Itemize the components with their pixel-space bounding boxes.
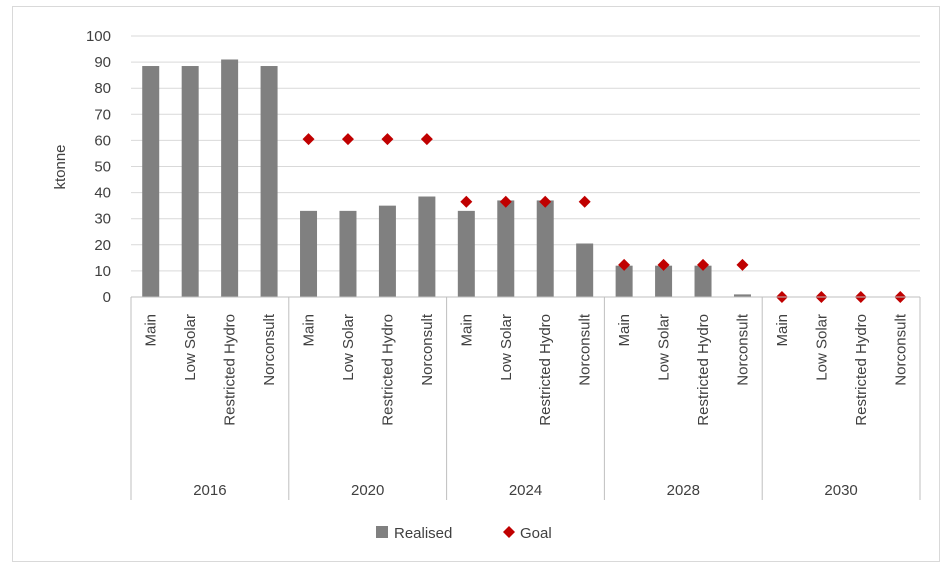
goal-marker — [381, 133, 394, 146]
x-category-label: Norconsult — [419, 313, 436, 386]
x-category-label: Main — [774, 314, 791, 347]
y-tick-label: 90 — [94, 54, 111, 71]
x-category-labels: Main Low Solar Restricted Hydro Norconsult M… — [143, 313, 910, 426]
bar-realised — [142, 66, 160, 297]
x-category-label: Low Solar — [340, 314, 357, 381]
legend-label-goal: Goal — [520, 525, 552, 542]
bar-realised — [339, 210, 357, 297]
x-group-label: 2028 — [667, 482, 700, 499]
goal-marker — [736, 258, 749, 271]
y-tick-labels: 0 10 20 30 40 50 60 70 80 90 100 — [86, 28, 111, 306]
x-category-label: Low Solar — [656, 314, 673, 381]
x-group-label: 2016 — [193, 482, 226, 499]
x-group-label: 2030 — [824, 482, 857, 499]
bar-realised — [536, 200, 554, 297]
goal-marker — [539, 195, 552, 208]
goal-markers — [302, 133, 907, 303]
x-category-label: Norconsult — [892, 313, 909, 386]
y-tick-label: 0 — [103, 289, 111, 306]
x-category-label: Norconsult — [734, 313, 751, 386]
y-tick-label: 50 — [94, 159, 111, 176]
goal-marker — [460, 195, 473, 208]
x-category-label: Main — [143, 314, 160, 347]
legend-swatch-goal — [503, 526, 515, 538]
x-category-label: Restricted Hydro — [695, 314, 712, 426]
bar-realised — [457, 210, 475, 297]
bar-realised — [694, 265, 712, 297]
x-group-labels: 2016 2020 2024 2028 2030 — [193, 482, 858, 499]
y-tick-label: 40 — [94, 185, 111, 202]
bar-realised — [418, 196, 436, 297]
y-axis-title: ktonne — [52, 144, 69, 189]
x-category-label: Low Solar — [182, 314, 199, 381]
goal-marker — [618, 258, 631, 271]
y-tick-label: 100 — [86, 28, 111, 45]
bar-realised — [300, 210, 318, 297]
goal-marker — [697, 258, 710, 271]
bar-realised — [733, 294, 751, 297]
x-category-label: Main — [458, 314, 475, 347]
bar-realised — [181, 66, 199, 297]
gridlines — [131, 35, 920, 272]
legend-label-realised: Realised — [394, 525, 452, 542]
bar-realised — [221, 59, 239, 297]
x-category-label: Restricted Hydro — [222, 314, 239, 426]
bar-realised — [378, 205, 396, 297]
goal-marker — [499, 195, 512, 208]
x-category-label: Main — [301, 314, 318, 347]
x-category-label: Restricted Hydro — [537, 314, 554, 426]
y-tick-label: 10 — [94, 263, 111, 280]
chart-frame — [12, 6, 940, 562]
x-category-label: Main — [616, 314, 633, 347]
goal-marker — [302, 133, 315, 146]
bar-realised — [260, 66, 278, 297]
x-category-label: Norconsult — [577, 313, 594, 386]
x-category-label: Norconsult — [261, 313, 278, 386]
x-category-label: Low Solar — [813, 314, 830, 381]
legend: Realised Goal — [376, 525, 552, 542]
goal-marker — [420, 133, 433, 146]
y-tick-label: 30 — [94, 211, 111, 228]
x-category-label: Restricted Hydro — [379, 314, 396, 426]
bar-realised — [615, 265, 633, 297]
bar-realised — [576, 243, 594, 297]
y-tick-label: 20 — [94, 237, 111, 254]
x-category-label: Low Solar — [498, 314, 515, 381]
bar-realised — [497, 200, 515, 297]
bar-realised — [655, 265, 673, 297]
goal-marker — [578, 195, 591, 208]
legend-swatch-realised — [376, 526, 388, 538]
goal-marker — [341, 133, 354, 146]
y-tick-label: 60 — [94, 132, 111, 149]
axes — [130, 296, 921, 500]
y-tick-label: 80 — [94, 80, 111, 97]
x-group-label: 2020 — [351, 482, 384, 499]
y-tick-label: 70 — [94, 106, 111, 123]
x-category-label: Restricted Hydro — [853, 314, 870, 426]
goal-marker — [657, 258, 670, 271]
x-group-label: 2024 — [509, 482, 542, 499]
bars — [142, 59, 751, 297]
